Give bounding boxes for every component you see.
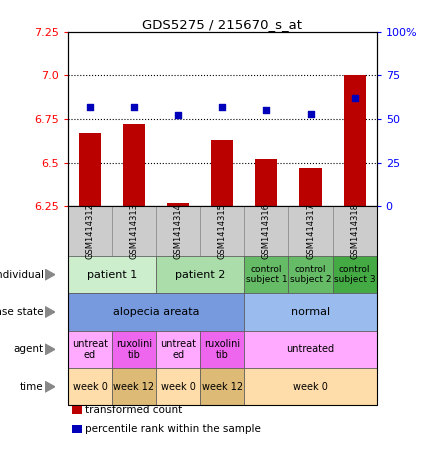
Text: disease state: disease state [0, 307, 44, 317]
Text: agent: agent [14, 344, 44, 354]
Text: percentile rank within the sample: percentile rank within the sample [85, 424, 261, 434]
Text: GSM1414314: GSM1414314 [174, 203, 183, 259]
Text: control
subject 1: control subject 1 [246, 265, 287, 284]
Text: GSM1414312: GSM1414312 [85, 203, 95, 259]
Text: ruxolini
tib: ruxolini tib [116, 338, 152, 360]
Polygon shape [45, 307, 55, 317]
Text: GSM1414313: GSM1414313 [130, 203, 138, 259]
Text: untreated: untreated [286, 344, 335, 354]
Text: time: time [20, 382, 44, 392]
Text: GSM1414318: GSM1414318 [350, 203, 359, 259]
Point [86, 103, 93, 111]
Point [131, 103, 138, 111]
Text: individual: individual [0, 270, 44, 280]
Text: control
subject 2: control subject 2 [290, 265, 331, 284]
Bar [300, 168, 321, 206]
Text: untreat
ed: untreat ed [72, 338, 108, 360]
Text: week 12: week 12 [202, 382, 243, 392]
Text: patient 2: patient 2 [175, 270, 226, 280]
Bar [255, 159, 277, 206]
Text: week 0: week 0 [293, 382, 328, 392]
Text: GSM1414317: GSM1414317 [306, 203, 315, 259]
Point [263, 106, 270, 114]
Text: week 12: week 12 [113, 382, 155, 392]
Text: GSM1414315: GSM1414315 [218, 203, 227, 259]
Bar [167, 202, 189, 206]
Bar [211, 140, 233, 206]
Title: GDS5275 / 215670_s_at: GDS5275 / 215670_s_at [142, 18, 302, 30]
Bar [123, 124, 145, 206]
Text: transformed count: transformed count [85, 405, 182, 415]
Text: patient 1: patient 1 [87, 270, 137, 280]
Point [175, 112, 182, 119]
Point [219, 103, 226, 111]
Bar [343, 75, 366, 206]
Text: GSM1414316: GSM1414316 [262, 203, 271, 259]
Text: alopecia areata: alopecia areata [113, 307, 199, 317]
Point [307, 110, 314, 117]
Bar [79, 133, 101, 206]
Text: week 0: week 0 [73, 382, 107, 392]
Text: control
subject 3: control subject 3 [334, 265, 375, 284]
Polygon shape [45, 381, 55, 392]
Text: normal: normal [291, 307, 330, 317]
Point [351, 94, 358, 101]
Text: ruxolini
tib: ruxolini tib [204, 338, 240, 360]
Polygon shape [45, 270, 55, 280]
Text: untreat
ed: untreat ed [160, 338, 196, 360]
Text: week 0: week 0 [161, 382, 196, 392]
Polygon shape [45, 344, 55, 355]
